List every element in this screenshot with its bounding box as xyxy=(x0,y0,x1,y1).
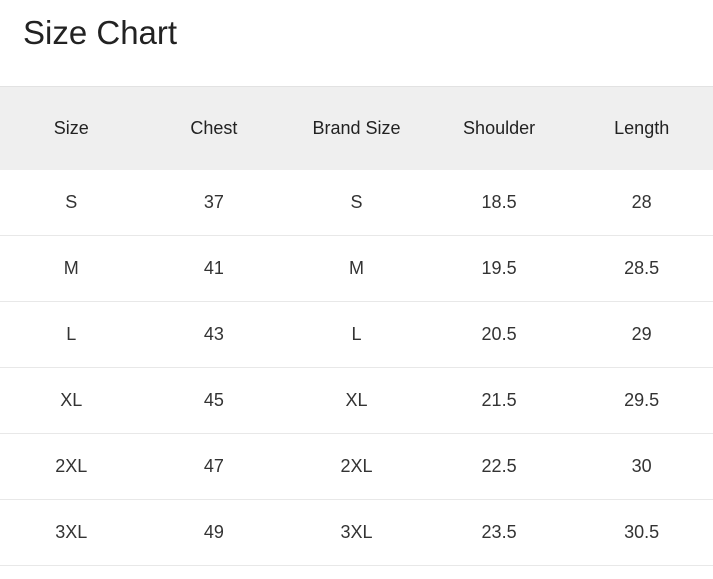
table-cell: M xyxy=(0,235,143,302)
table-cell: 28.5 xyxy=(570,235,713,302)
table-cell: 47 xyxy=(142,433,286,500)
table-cell: 3XL xyxy=(285,499,428,566)
table-cell: 21.5 xyxy=(427,367,571,434)
table-row: 2XL 47 2XL 22.5 30 xyxy=(0,433,713,500)
table-cell: S xyxy=(285,170,428,236)
table-cell: 29.5 xyxy=(570,367,713,434)
size-chart-table: Size Chest Brand Size Shoulder Length S 37 S 18… xyxy=(0,86,713,566)
page-title: Size Chart xyxy=(23,14,178,51)
column-header: Length xyxy=(570,86,713,170)
table-cell: 37 xyxy=(142,170,286,236)
table-cell: XL xyxy=(0,367,143,434)
table-row: 3XL 49 3XL 23.5 30.5 xyxy=(0,499,713,566)
column-header: Chest xyxy=(142,86,286,170)
table-cell: 29 xyxy=(570,301,713,368)
table-cell: 22.5 xyxy=(427,433,571,500)
column-header: Size xyxy=(0,86,143,170)
table-cell: 41 xyxy=(142,235,286,302)
table-cell: L xyxy=(285,301,428,368)
table-cell: 30 xyxy=(570,433,713,500)
table-cell: 45 xyxy=(142,367,286,434)
table-cell: M xyxy=(285,235,428,302)
column-header: Brand Size xyxy=(285,86,428,170)
table-cell: XL xyxy=(285,367,428,434)
table-cell: L xyxy=(0,301,143,368)
table-cell: 28 xyxy=(570,170,713,236)
table-row: L 43 L 20.5 29 xyxy=(0,301,713,368)
table-cell: 49 xyxy=(142,499,286,566)
table-cell: 20.5 xyxy=(427,301,571,368)
table-row: M 41 M 19.5 28.5 xyxy=(0,235,713,302)
table-cell: 3XL xyxy=(0,499,143,566)
table-cell: 2XL xyxy=(285,433,428,500)
table-cell: 43 xyxy=(142,301,286,368)
table-cell: 30.5 xyxy=(570,499,713,566)
table-row: S 37 S 18.5 28 xyxy=(0,170,713,236)
header-row: Size Chest Brand Size Shoulder Length xyxy=(0,86,713,170)
table-cell: S xyxy=(0,170,143,236)
table-cell: 23.5 xyxy=(427,499,571,566)
table-cell: 18.5 xyxy=(427,170,571,236)
column-header: Shoulder xyxy=(427,86,571,170)
table-cell: 19.5 xyxy=(427,235,571,302)
table-cell: 2XL xyxy=(0,433,143,500)
table-row: XL 45 XL 21.5 29.5 xyxy=(0,367,713,434)
